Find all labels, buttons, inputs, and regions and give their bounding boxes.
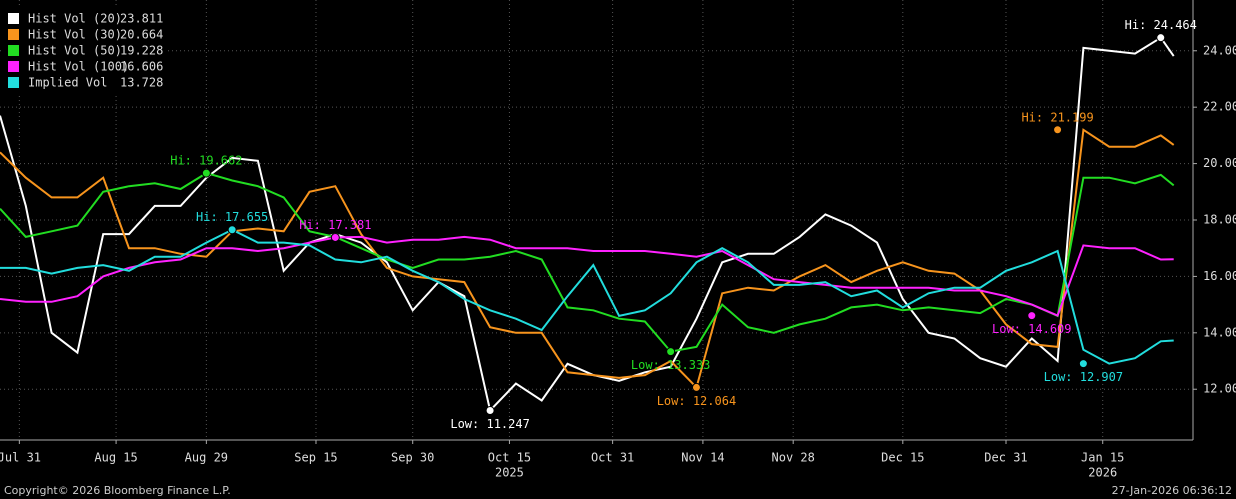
- x-tick-label: Nov 14: [681, 451, 724, 465]
- annotation-dot: [201, 168, 211, 178]
- legend-swatch: [8, 29, 19, 40]
- series-line: [0, 228, 1174, 365]
- x-tick-label: Dec 31: [984, 451, 1027, 465]
- series-line: [0, 235, 1174, 317]
- legend-name: Hist Vol (100): [28, 60, 129, 74]
- annotation-label: Hi: 21.199: [1021, 110, 1093, 124]
- y-tick-label: 24.00: [1203, 43, 1236, 57]
- y-tick-label: 12.00: [1203, 382, 1236, 396]
- x-tick-label: Sep 15: [294, 451, 337, 465]
- legend-value: 20.664: [120, 28, 163, 42]
- legend-value: 16.606: [120, 60, 163, 74]
- legend-name: Hist Vol (30): [28, 28, 122, 42]
- annotation-label: Hi: 17.381: [299, 218, 371, 232]
- annotation-dot: [330, 232, 340, 242]
- year-label: 2025: [495, 466, 524, 480]
- series-line: [0, 128, 1175, 390]
- legend-box: [2, 8, 166, 94]
- series-line: [0, 172, 1175, 353]
- annotation-label: Hi: 24.464: [1125, 18, 1197, 32]
- annotation-label: Low: 11.247: [450, 417, 529, 431]
- legend-value: 23.811: [120, 12, 163, 26]
- copyright: Copyright© 2026 Bloomberg Finance L.P.: [4, 484, 231, 497]
- annotation-dot: [227, 225, 237, 235]
- legend-swatch: [8, 45, 19, 56]
- annotation-dot: [691, 382, 701, 392]
- y-tick-label: 20.00: [1203, 156, 1236, 170]
- year-label: 2026: [1088, 466, 1117, 480]
- legend-swatch: [8, 77, 19, 88]
- annotation-label: Low: 13.333: [631, 358, 710, 372]
- annotation-label: Hi: 17.655: [196, 210, 268, 224]
- legend-value: 19.228: [120, 44, 163, 58]
- annotation-dot: [1027, 311, 1037, 321]
- x-tick-label: Sep 30: [391, 451, 434, 465]
- y-tick-label: 22.00: [1203, 100, 1236, 114]
- annotation-dot: [1078, 359, 1088, 369]
- legend-swatch: [8, 61, 19, 72]
- y-tick-label: 14.00: [1203, 325, 1236, 339]
- legend-name: Hist Vol (50): [28, 44, 122, 58]
- x-tick-label: Nov 28: [772, 451, 815, 465]
- x-tick-label: Aug 15: [94, 451, 137, 465]
- annotation-label: Low: 12.064: [657, 394, 736, 408]
- legend-swatch: [8, 13, 19, 24]
- legend-value: 13.728: [120, 76, 163, 90]
- legend-name: Hist Vol (20): [28, 12, 122, 26]
- x-tick-label: Jul 31: [0, 451, 41, 465]
- x-tick-label: Jan 15: [1081, 451, 1124, 465]
- x-tick-label: Oct 31: [591, 451, 634, 465]
- legend-name: Implied Vol: [28, 76, 107, 90]
- annotation-label: Low: 14.609: [992, 322, 1071, 336]
- x-tick-label: Aug 29: [185, 451, 228, 465]
- annotation-label: Low: 12.907: [1044, 370, 1123, 384]
- annotation-dot: [485, 405, 495, 415]
- timestamp: 27-Jan-2026 06:36:12: [1112, 484, 1232, 497]
- annotation-dot: [1156, 33, 1166, 43]
- annotation-dot: [1053, 125, 1063, 135]
- x-tick-label: Dec 15: [881, 451, 924, 465]
- x-tick-label: Oct 15: [488, 451, 531, 465]
- y-tick-label: 16.00: [1203, 269, 1236, 283]
- annotation-dot: [666, 347, 676, 357]
- y-tick-label: 18.00: [1203, 213, 1236, 227]
- annotation-label: Hi: 19.662: [170, 154, 242, 168]
